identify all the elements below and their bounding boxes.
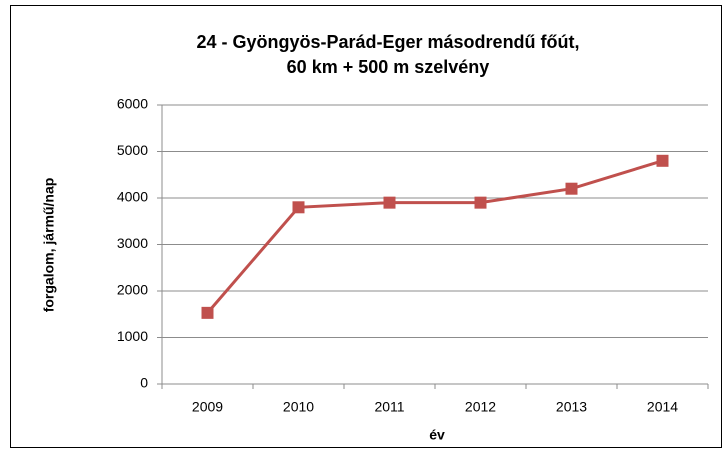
data-point bbox=[292, 201, 305, 214]
y-tick-label: 2000 bbox=[117, 282, 148, 298]
x-tick-label: 2013 bbox=[556, 399, 587, 415]
chart-frame bbox=[10, 5, 722, 448]
chart-title: 60 km + 500 m szelvény bbox=[287, 57, 490, 77]
data-point bbox=[383, 196, 396, 209]
y-tick-label: 4000 bbox=[117, 189, 148, 205]
y-axis-label: forgalom, jármű/nap bbox=[41, 178, 57, 313]
data-point bbox=[656, 154, 669, 167]
data-point bbox=[474, 196, 487, 209]
y-tick-label: 6000 bbox=[117, 96, 148, 112]
x-tick-label: 2011 bbox=[374, 399, 404, 415]
y-tick-label: 5000 bbox=[117, 142, 148, 158]
x-tick-label: 2012 bbox=[465, 399, 496, 415]
chart-title: 24 - Gyöngyös-Parád-Eger másodrendű főút… bbox=[196, 32, 579, 52]
x-tick-label: 2014 bbox=[647, 399, 678, 415]
x-axis-label: év bbox=[429, 427, 445, 443]
x-tick-label: 2009 bbox=[192, 399, 223, 415]
y-tick-label: 1000 bbox=[117, 328, 148, 344]
y-tick-label: 0 bbox=[140, 375, 148, 391]
data-line bbox=[206, 159, 663, 314]
x-tick-label: 2010 bbox=[283, 399, 314, 415]
data-point bbox=[201, 306, 214, 319]
y-tick-label: 3000 bbox=[117, 235, 148, 251]
data-point bbox=[565, 182, 578, 195]
